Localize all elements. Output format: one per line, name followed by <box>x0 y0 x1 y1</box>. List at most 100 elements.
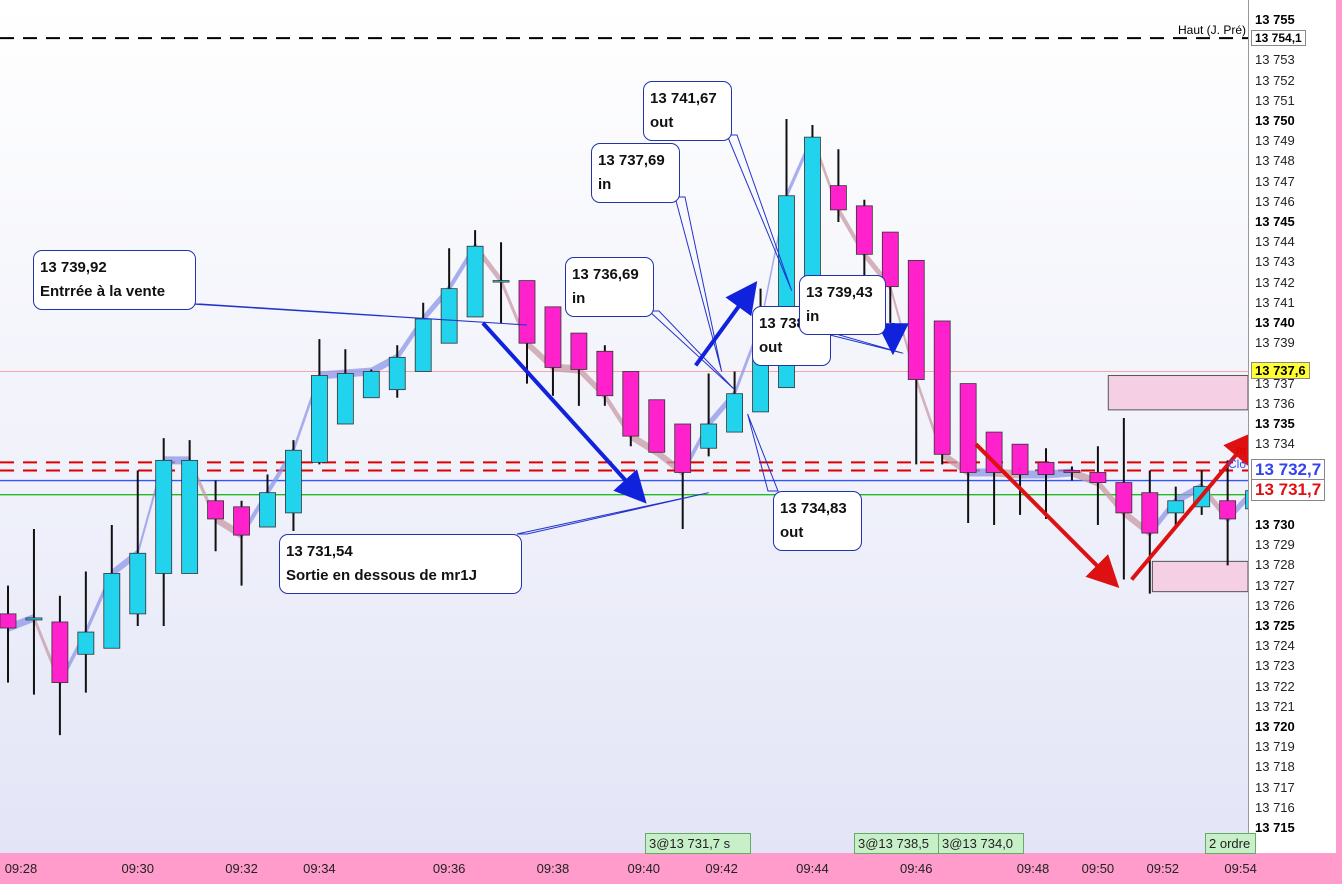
callout-label: out <box>759 339 783 356</box>
order-tag-1[interactable]: 3@13 738,5 <box>854 833 948 854</box>
price-badge-3: 13 731,7 <box>1251 478 1326 501</box>
callout-leader-1 <box>516 492 709 535</box>
candle-body-9 <box>233 506 250 536</box>
candle-body-24 <box>622 371 640 437</box>
time-tick-8: 09:44 <box>796 861 829 876</box>
price-tick-33: 13 717 <box>1255 779 1295 795</box>
time-tick-11: 09:50 <box>1081 861 1115 876</box>
trade-callout-5[interactable]: 13 734,83 out <box>773 491 862 551</box>
price-tick-26: 13 724 <box>1255 638 1295 654</box>
trade-callout-0[interactable]: 13 739,92 Entrrée à la vente <box>33 250 196 310</box>
callout-label: out <box>780 524 804 541</box>
level-label-2: Clo <box>1227 457 1246 472</box>
order-tag-3[interactable]: 2 ordre <box>1205 833 1256 854</box>
price-tick-8: 13 746 <box>1255 193 1295 209</box>
price-tick-28: 13 722 <box>1255 678 1295 694</box>
candle-body-4 <box>103 573 121 649</box>
price-tick-20: 13 730 <box>1255 517 1295 532</box>
chart-plot-area[interactable] <box>0 0 1248 853</box>
time-tick-2: 09:32 <box>225 861 258 876</box>
price-tick-3: 13 751 <box>1255 92 1295 108</box>
candle-body-48 <box>1245 490 1248 510</box>
callout-price: 13 731,54 <box>286 543 353 560</box>
trade-arrow-1 <box>694 280 758 367</box>
price-tick-12: 13 742 <box>1255 274 1295 290</box>
callout-price: 13 734,83 <box>780 500 847 517</box>
time-tick-3: 09:34 <box>303 861 336 876</box>
candlestick-chart[interactable] <box>0 0 1248 853</box>
candle-body-47 <box>1219 500 1237 520</box>
trade-callout-3[interactable]: 13 737,69 in <box>591 143 680 203</box>
callout-leader-5 <box>747 413 779 492</box>
time-tick-4: 09:36 <box>432 861 466 876</box>
candle-body-0 <box>0 613 17 629</box>
candle-body-1 <box>25 617 43 621</box>
order-tag-0[interactable]: 3@13 731,7 s <box>645 833 751 854</box>
time-tick-13: 09:54 <box>1224 861 1257 876</box>
trade-callout-2[interactable]: 13 736,69 in <box>565 257 654 317</box>
candle-body-3 <box>77 631 95 655</box>
level-label-1: m <box>1236 443 1246 458</box>
candle-body-23 <box>596 350 614 397</box>
order-tag-2[interactable]: 3@13 734,0 <box>938 833 1024 854</box>
time-tick-6: 09:40 <box>627 861 661 876</box>
callout-leader-0 <box>190 303 528 326</box>
zone-box-1 <box>1151 560 1248 593</box>
price-badge-2: 13 732,7 <box>1251 458 1326 481</box>
candle-body-34 <box>881 231 899 288</box>
price-badge-0: 13 754,1 <box>1251 29 1306 46</box>
candle-body-33 <box>855 205 873 255</box>
candle-body-32 <box>830 185 847 211</box>
callout-price: 13 739,43 <box>806 284 873 301</box>
price-tick-11: 13 743 <box>1255 254 1295 270</box>
candle-body-35 <box>907 259 925 380</box>
price-tick-5: 13 749 <box>1255 133 1295 149</box>
candle-body-25 <box>648 399 666 453</box>
callout-leader-2 <box>647 310 735 391</box>
price-tick-16: 13 737 <box>1255 375 1295 391</box>
price-tick-27: 13 723 <box>1255 658 1295 674</box>
right-edge <box>1336 0 1342 853</box>
price-tick-0: 13 755 <box>1255 12 1295 27</box>
candle-body-18 <box>466 245 484 318</box>
zone-box-0 <box>1107 375 1248 411</box>
candle-body-26 <box>674 423 692 473</box>
callout-label: out <box>650 114 674 131</box>
price-axis[interactable]: 13 755 13 753 13 752 13 751 13 750 13 749 13 7… <box>1248 0 1337 853</box>
trade-callout-7[interactable]: 13 739,43 in <box>799 275 886 335</box>
candle-body-41 <box>1063 470 1081 473</box>
level-label-0: Haut (J. Pré) <box>1177 23 1246 38</box>
trade-arrow-4 <box>1130 430 1248 581</box>
trade-arrow-0 <box>481 321 647 504</box>
candle-body-40 <box>1037 461 1055 475</box>
price-tick-19: 13 734 <box>1255 436 1295 452</box>
candle-body-10 <box>259 492 276 528</box>
candle-body-2 <box>51 621 69 683</box>
price-tick-7: 13 747 <box>1255 173 1295 189</box>
callout-label: in <box>572 290 586 307</box>
candle-body-45 <box>1167 500 1185 514</box>
callout-label: Sortie en dessous de mr1J <box>286 567 477 584</box>
price-tick-29: 13 721 <box>1255 698 1295 714</box>
candle-body-27 <box>700 423 718 449</box>
price-tick-30: 13 720 <box>1255 719 1295 734</box>
callout-price: 13 741,67 <box>650 90 717 107</box>
candle-body-8 <box>207 500 225 520</box>
time-tick-7: 09:42 <box>705 861 738 876</box>
callout-label: in <box>598 176 612 193</box>
candle-body-20 <box>518 280 536 344</box>
trade-callout-4[interactable]: 13 741,67 out <box>643 81 732 141</box>
price-tick-14: 13 740 <box>1255 315 1295 330</box>
trade-callout-1[interactable]: 13 731,54 Sortie en dessous de mr1J <box>279 534 522 594</box>
time-axis[interactable]: 09:28 09:30 09:32 09:34 09:36 09:38 09:40 09:42… <box>0 853 1342 884</box>
candle-body-37 <box>959 383 977 473</box>
price-tick-4: 13 750 <box>1255 113 1295 128</box>
candle-body-44 <box>1141 492 1159 534</box>
time-tick-0: 09:28 <box>4 861 38 876</box>
candle-body-36 <box>933 320 951 455</box>
price-tick-17: 13 736 <box>1255 395 1295 411</box>
callout-leader-3 <box>674 196 723 372</box>
price-tick-22: 13 728 <box>1255 557 1295 573</box>
price-tick-13: 13 741 <box>1255 294 1295 310</box>
candle-body-6 <box>155 459 173 574</box>
